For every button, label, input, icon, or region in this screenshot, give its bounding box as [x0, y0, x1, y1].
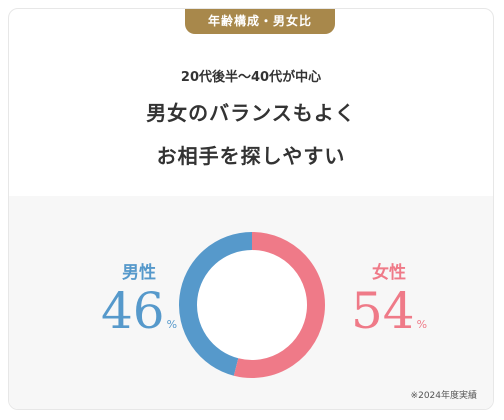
section-badge: 年齢構成・男女比 — [185, 9, 335, 34]
footnote: ※2024年度実績 — [410, 391, 477, 401]
male-stat: 男性 46% — [79, 258, 199, 339]
headline-line-1: 男女のバランスもよく — [146, 101, 356, 125]
female-stat: 女性 54% — [329, 258, 449, 339]
gender-donut-chart — [179, 232, 325, 378]
female-label: 女性 — [372, 263, 406, 283]
stats-panel: 男性 46% 女性 54% ※2024年度実績 — [9, 196, 493, 409]
headline-line-2: お相手を探しやすい — [156, 144, 346, 168]
female-slice — [233, 232, 325, 378]
female-value: 54 — [350, 282, 415, 340]
subtitle: 20代後半～40代が中心 — [180, 70, 322, 85]
male-slice — [179, 232, 253, 376]
male-value: 46 — [100, 282, 165, 340]
male-label: 男性 — [122, 263, 156, 283]
female-unit: % — [416, 318, 428, 331]
gender-ratio-card: 年齢構成・男女比 20代後半～40代が中心 男女のバランスもよく お相手を探しや… — [8, 8, 494, 410]
male-unit: % — [166, 318, 178, 331]
donut-hole — [188, 241, 316, 369]
